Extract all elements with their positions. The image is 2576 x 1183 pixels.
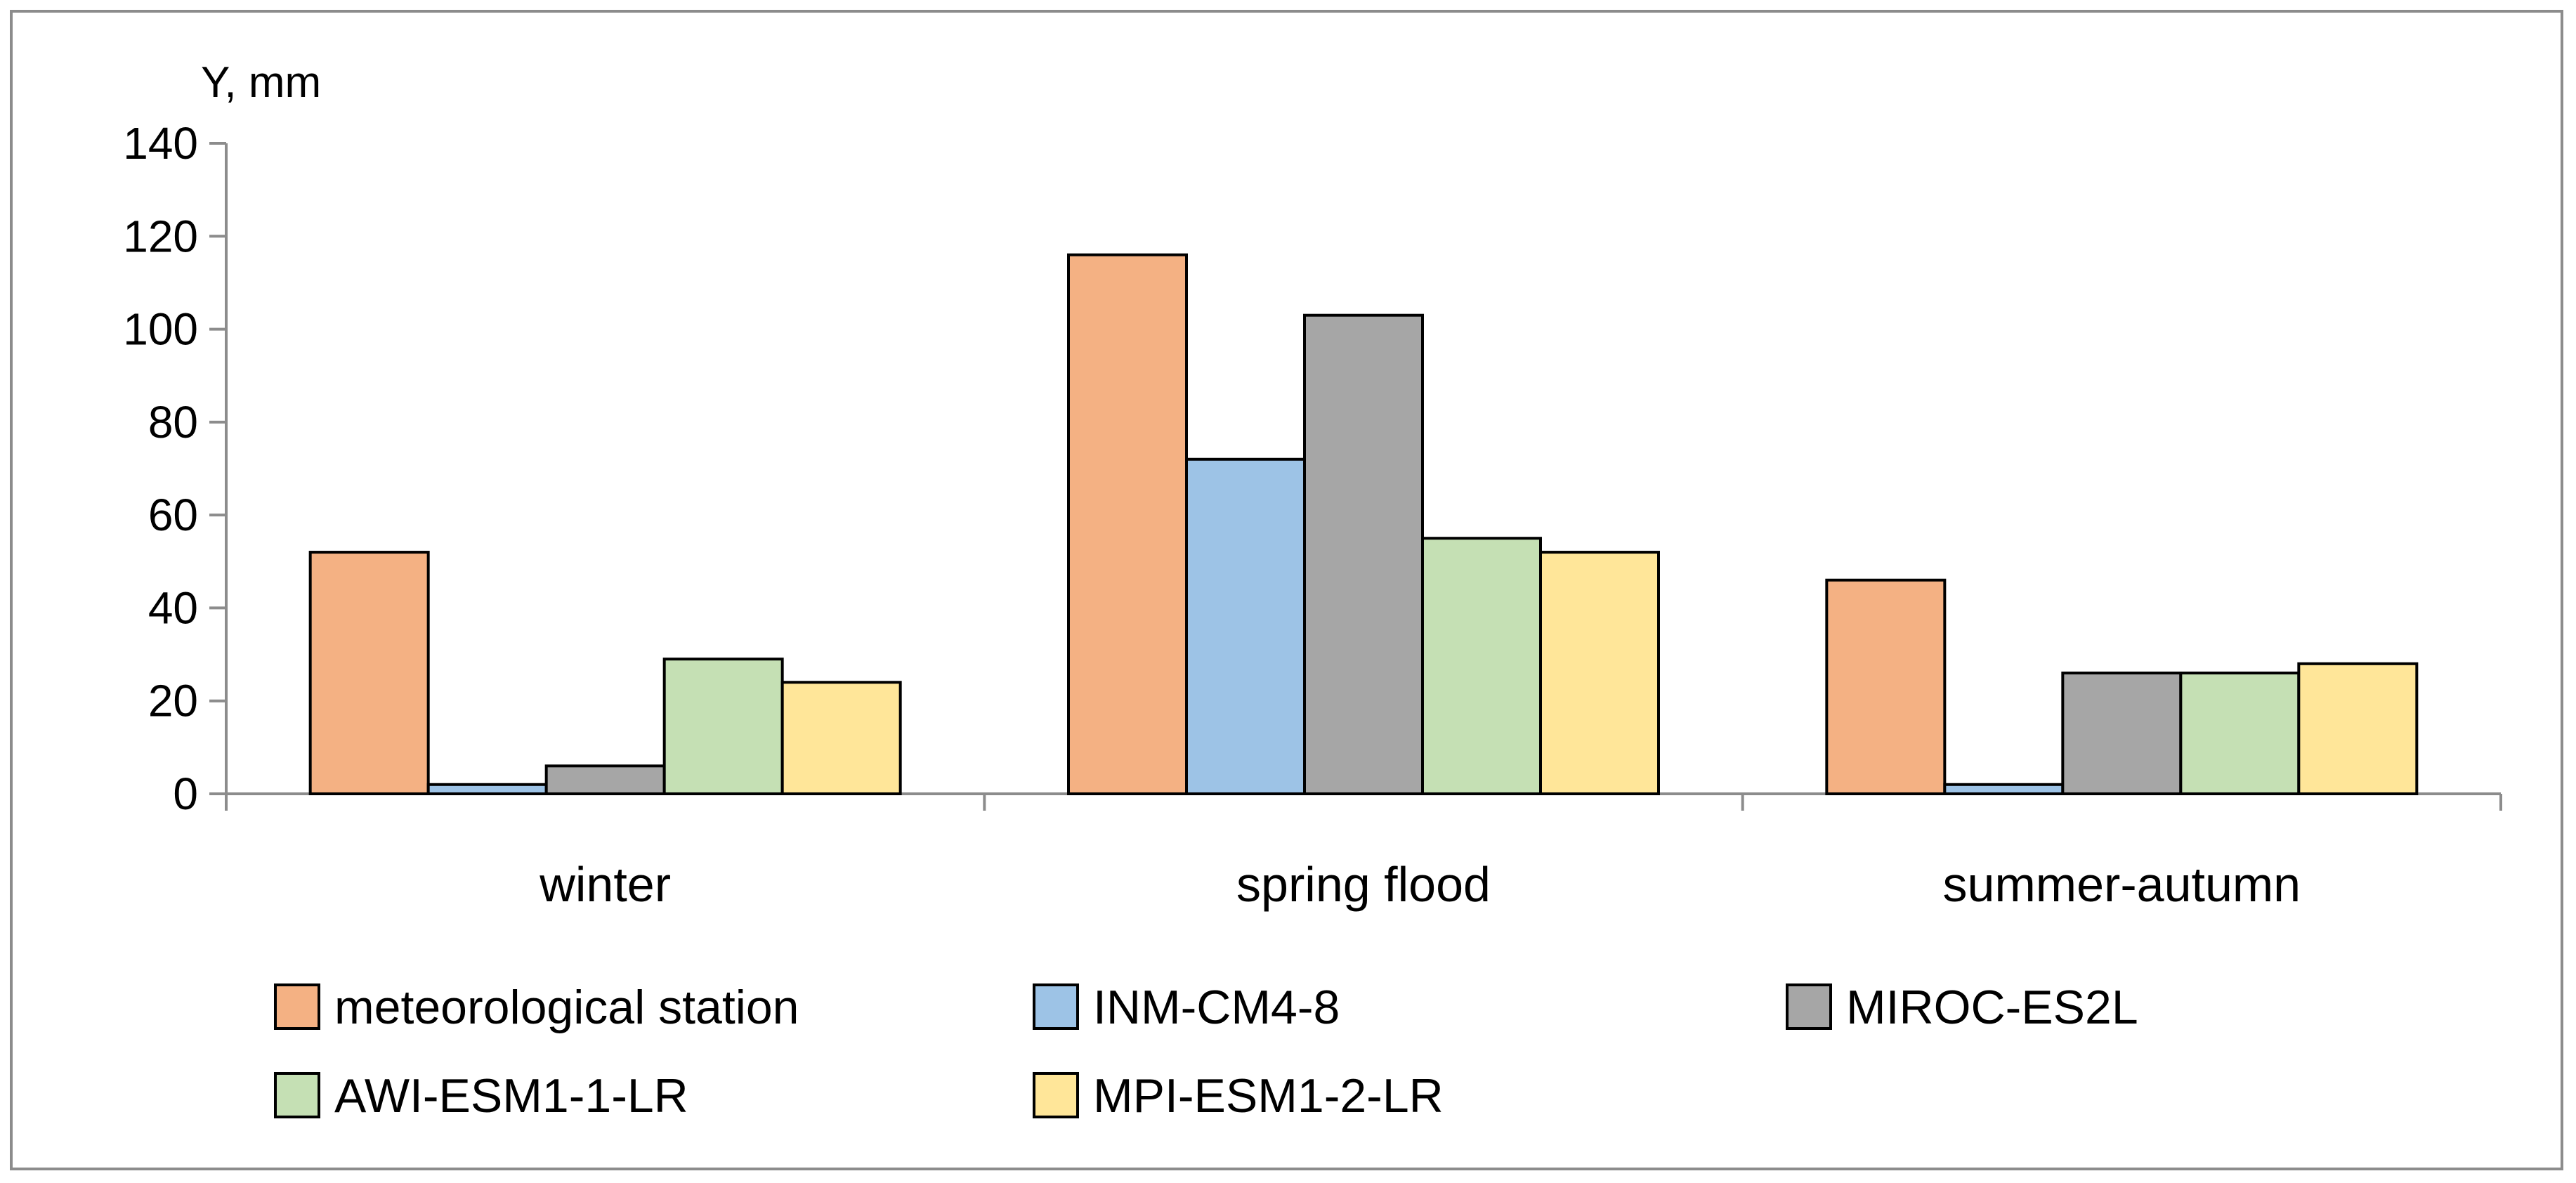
x-axis: winter spring flood summer-autumn <box>225 792 2502 912</box>
y-tick-label: 120 <box>123 211 198 261</box>
bar <box>1185 457 1306 795</box>
legend-label: AWI-ESM1-1-LR <box>334 1069 688 1123</box>
bar <box>1421 537 1542 795</box>
bar <box>1825 578 1947 795</box>
x-tick-label: spring flood <box>1236 857 1491 912</box>
bars <box>308 253 2419 796</box>
y-axis: 0 20 40 60 80 100 120 140 <box>123 118 228 819</box>
y-tick-label: 100 <box>123 304 198 355</box>
y-tick-label: 20 <box>148 676 198 726</box>
y-tick-label: 80 <box>148 397 198 447</box>
bar <box>2179 672 2301 795</box>
legend-label: meteorological station <box>334 981 799 1034</box>
bar <box>308 551 430 795</box>
bar <box>2061 672 2183 795</box>
y-axis-label: Y, mm <box>201 58 321 107</box>
legend: meteorological station INM-CM4-8 MIROC-ES2… <box>274 981 2138 1123</box>
legend-label: MIROC-ES2L <box>1846 981 2138 1034</box>
bar <box>662 658 784 796</box>
bar <box>1303 313 1424 795</box>
legend-swatch <box>1033 983 1079 1030</box>
legend-label: INM-CM4-8 <box>1093 981 1340 1034</box>
legend-swatch <box>1033 1072 1079 1118</box>
bar <box>544 764 666 796</box>
legend-swatch <box>274 983 320 1030</box>
bar <box>1539 551 1660 795</box>
bar <box>780 681 902 795</box>
bar <box>2297 662 2419 795</box>
bar <box>1943 783 2065 796</box>
x-tick-label: winter <box>539 857 671 912</box>
y-tick-label: 0 <box>173 769 198 819</box>
bar <box>426 783 548 796</box>
legend-swatch <box>1786 983 1832 1030</box>
y-tick-label: 140 <box>123 118 198 169</box>
bar <box>1067 253 1188 795</box>
legend-label: MPI-ESM1-2-LR <box>1093 1069 1444 1123</box>
x-tick-label: summer-autumn <box>1943 857 2301 912</box>
y-tick-label: 40 <box>148 582 198 633</box>
legend-swatch <box>274 1072 320 1118</box>
y-tick-label: 60 <box>148 490 198 540</box>
